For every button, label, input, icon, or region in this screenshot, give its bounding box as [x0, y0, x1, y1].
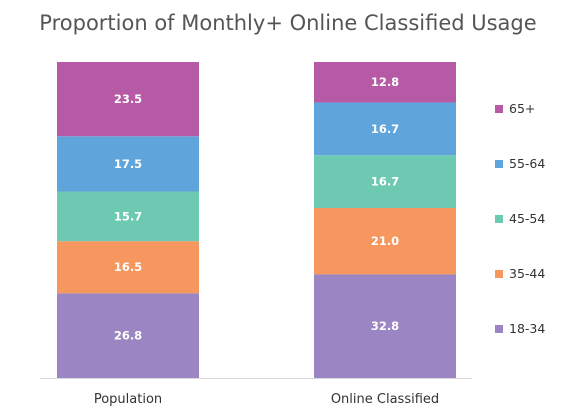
data-label: 23.5	[114, 92, 142, 106]
bar-segment-18-34-0	[57, 293, 199, 378]
legend-swatch	[495, 325, 503, 333]
x-tick-label: Online Classified	[331, 392, 439, 407]
bar-segment-65+-1	[314, 62, 456, 103]
legend-label: 65+	[509, 101, 535, 116]
legend-label: 18-34	[509, 321, 545, 336]
data-label: 16.5	[114, 260, 142, 274]
bar-segment-45-54-1	[314, 155, 456, 208]
legend-swatch	[495, 160, 503, 168]
bar-segment-35-44-1	[314, 207, 456, 275]
x-tick-label: Population	[94, 392, 162, 407]
data-label: 15.7	[114, 209, 142, 223]
legend-swatch	[495, 105, 503, 113]
bar-segment-35-44-0	[57, 241, 199, 294]
legend-label: 35-44	[509, 266, 545, 281]
data-label: 16.7	[371, 175, 399, 189]
legend-label: 55-64	[509, 156, 545, 171]
bar-segment-55-64-1	[314, 102, 456, 156]
bar-segment-18-34-1	[314, 274, 456, 378]
chart-title: Proportion of Monthly+ Online Classified…	[39, 11, 537, 35]
data-label: 17.5	[114, 157, 142, 171]
bar-segment-65+-0	[57, 62, 199, 137]
legend-label: 45-54	[509, 211, 545, 226]
legend-swatch	[495, 215, 503, 223]
legend-swatch	[495, 270, 503, 278]
data-label: 12.8	[371, 75, 399, 89]
bar-segment-45-54-0	[57, 191, 199, 242]
bar-segment-55-64-0	[57, 136, 199, 192]
data-label: 16.7	[371, 122, 399, 136]
data-label: 21.0	[371, 234, 399, 248]
data-label: 26.8	[114, 329, 142, 343]
data-label: 32.8	[371, 319, 399, 333]
